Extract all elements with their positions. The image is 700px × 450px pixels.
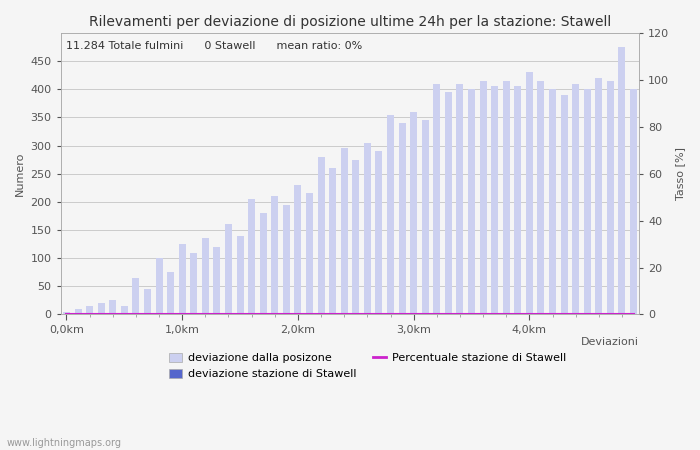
- Bar: [98, 303, 105, 315]
- Bar: [561, 95, 568, 315]
- Bar: [295, 185, 302, 315]
- Bar: [456, 84, 463, 315]
- Bar: [410, 112, 417, 315]
- Bar: [202, 238, 209, 315]
- Y-axis label: Numero: Numero: [15, 152, 25, 196]
- Bar: [144, 289, 151, 315]
- Bar: [237, 236, 244, 315]
- Text: 11.284 Totale fulmini      0 Stawell      mean ratio: 0%: 11.284 Totale fulmini 0 Stawell mean rat…: [66, 41, 363, 51]
- Bar: [387, 115, 394, 315]
- Bar: [503, 81, 510, 315]
- Bar: [595, 78, 602, 315]
- Bar: [341, 148, 348, 315]
- Bar: [283, 205, 290, 315]
- Bar: [75, 309, 81, 315]
- Bar: [178, 244, 186, 315]
- Bar: [306, 194, 313, 315]
- Bar: [63, 312, 70, 315]
- Y-axis label: Tasso [%]: Tasso [%]: [675, 147, 685, 200]
- Bar: [445, 92, 452, 315]
- Bar: [272, 196, 279, 315]
- Bar: [318, 157, 325, 315]
- Legend: deviazione dalla posizone, deviazione stazione di Stawell, Percentuale stazione : deviazione dalla posizone, deviazione st…: [164, 348, 570, 383]
- Text: www.lightningmaps.org: www.lightningmaps.org: [7, 438, 122, 448]
- Bar: [398, 123, 405, 315]
- Bar: [491, 86, 498, 315]
- Bar: [480, 81, 486, 315]
- Bar: [364, 143, 371, 315]
- Bar: [167, 272, 174, 315]
- Bar: [526, 72, 533, 315]
- Bar: [214, 247, 220, 315]
- Bar: [468, 89, 475, 315]
- Title: Rilevamenti per deviazione di posizione ultime 24h per la stazione: Stawell: Rilevamenti per deviazione di posizione …: [89, 15, 611, 29]
- Bar: [329, 168, 336, 315]
- Bar: [584, 89, 591, 315]
- Bar: [630, 89, 637, 315]
- Bar: [607, 81, 614, 315]
- Bar: [121, 306, 128, 315]
- Bar: [572, 84, 579, 315]
- Bar: [86, 306, 93, 315]
- Bar: [514, 86, 522, 315]
- Bar: [549, 89, 556, 315]
- Bar: [155, 258, 162, 315]
- Bar: [421, 120, 428, 315]
- Bar: [619, 47, 625, 315]
- Bar: [433, 84, 440, 315]
- Bar: [538, 81, 545, 315]
- Bar: [190, 252, 197, 315]
- Bar: [375, 151, 382, 315]
- Bar: [260, 213, 267, 315]
- Bar: [248, 199, 255, 315]
- Bar: [352, 160, 359, 315]
- Bar: [109, 301, 116, 315]
- Bar: [225, 225, 232, 315]
- Bar: [132, 278, 139, 315]
- Text: Deviazioni: Deviazioni: [581, 337, 639, 347]
